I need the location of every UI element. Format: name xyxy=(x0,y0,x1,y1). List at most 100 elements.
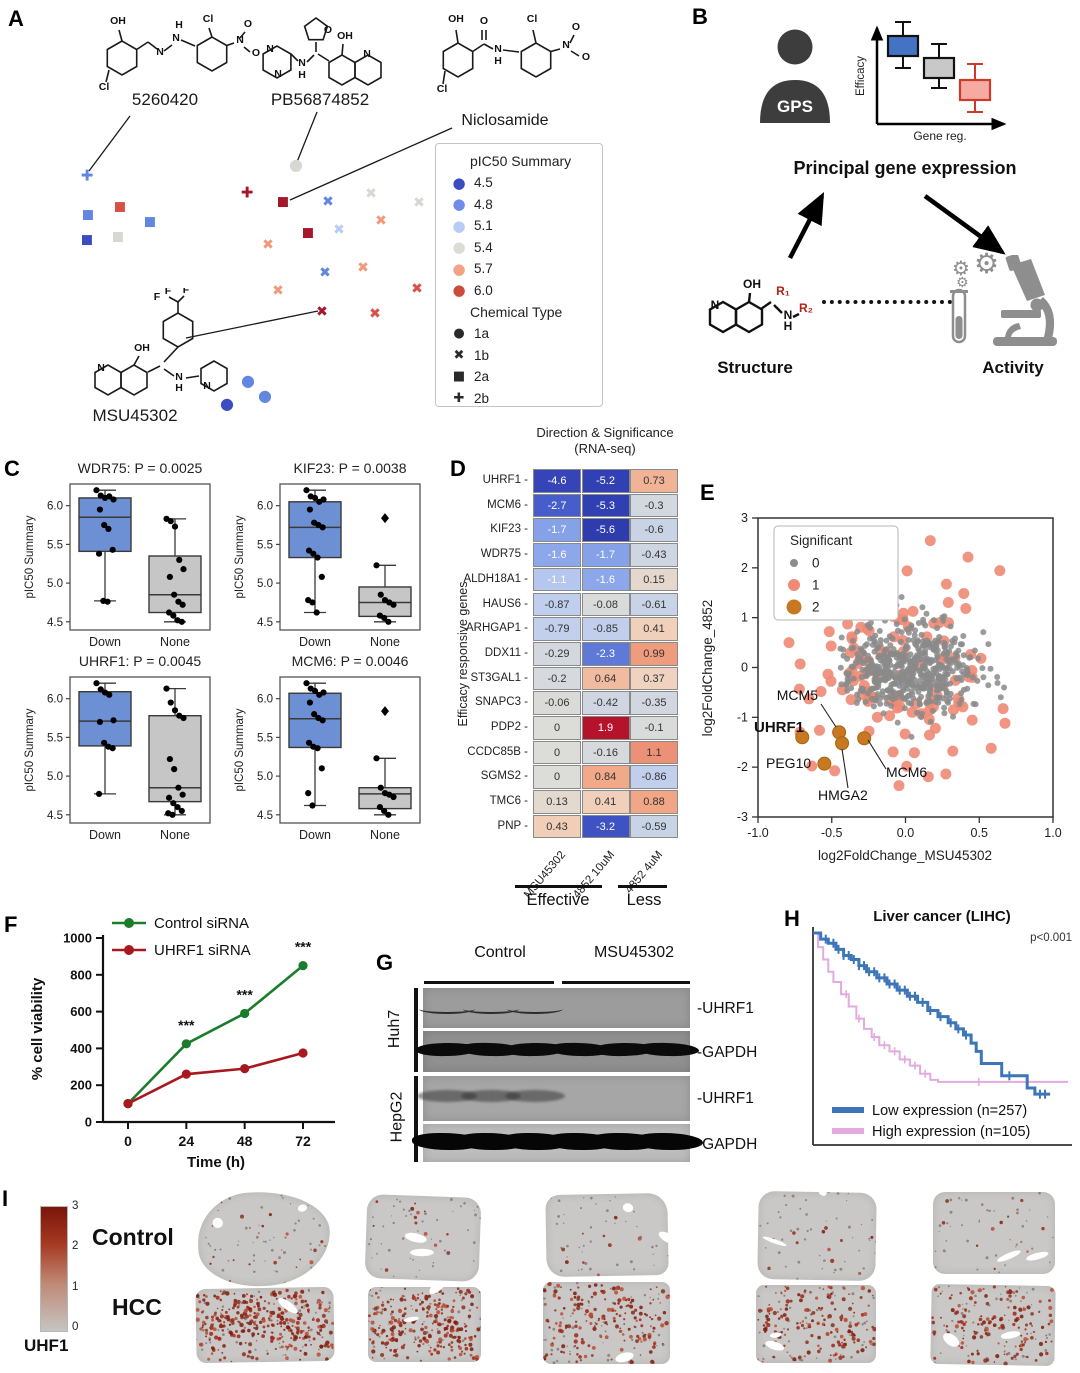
color-dot-icon: ● xyxy=(452,216,466,235)
svg-text:O: O xyxy=(480,15,488,27)
structure-activity-link xyxy=(822,300,952,304)
boxplot-kif23: 6.0 5.5 5.0 4.5 KIF23: P = 0.0038 pIC50 Summa… xyxy=(234,460,421,649)
svg-text:N: N xyxy=(266,43,274,55)
pointer-lines xyxy=(88,111,453,339)
svg-text:UHRF1 siRNA: UHRF1 siRNA xyxy=(154,942,251,959)
svg-text:N: N xyxy=(175,371,183,383)
svg-text:5.5: 5.5 xyxy=(257,539,273,551)
svg-text:0: 0 xyxy=(741,660,748,674)
legend-item: ● 4.8 xyxy=(444,194,594,216)
huh7-label: Huh7 xyxy=(386,1009,404,1049)
hepg2-bracket xyxy=(414,1076,418,1162)
blot-band xyxy=(419,1004,475,1014)
structure-name-pb56874852: PB56874852 xyxy=(270,90,370,109)
scatter-marker-x: ✖ xyxy=(365,186,377,202)
svg-text:Cl: Cl xyxy=(203,13,214,25)
svg-text:5.0: 5.0 xyxy=(47,578,63,590)
structure-label: Structure xyxy=(717,358,793,377)
structure-name-msu45302: MSU45302 xyxy=(92,406,178,425)
svg-text:4.5: 4.5 xyxy=(47,810,63,822)
svg-text:4.5: 4.5 xyxy=(257,617,273,629)
heatmap-cell: -0.87 xyxy=(533,592,581,617)
activity-label: Activity xyxy=(982,358,1044,377)
heatmap-cell: -0.2 xyxy=(533,666,581,691)
panel-h-survival-svg: Liver cancer (LIHC) p<0.001 Low expression… xyxy=(812,908,1072,1146)
svg-text:5.0: 5.0 xyxy=(47,771,63,783)
legend-item: ✖ 1b xyxy=(444,345,594,367)
heatmap-cell: -4.6 xyxy=(533,469,581,493)
legend-item: ● 6.0 xyxy=(444,280,594,302)
svg-text:2: 2 xyxy=(812,600,820,615)
svg-text:MCM6: MCM6 xyxy=(886,764,927,780)
svg-text:H: H xyxy=(494,55,502,67)
svg-text:N: N xyxy=(156,46,164,58)
heatmap-cell: -1.7 xyxy=(533,518,581,543)
heatmap-cell: -0.86 xyxy=(630,765,678,790)
heatmap-cell: 0.37 xyxy=(630,666,678,691)
hepg2-gapdh-label: -GAPDH xyxy=(697,1136,758,1153)
scatter-marker-x: ✖ xyxy=(262,237,274,253)
svg-text:pIC50 Summary: pIC50 Summary xyxy=(24,515,36,598)
svg-text:1: 1 xyxy=(812,578,820,593)
color-dot-icon: ● xyxy=(452,195,466,214)
colorbar-tick-3: 3 xyxy=(72,1200,79,1212)
svg-text:N: N xyxy=(562,39,570,51)
legend-item: ● 5.1 xyxy=(444,215,594,237)
msu45302-underline xyxy=(562,981,690,984)
svg-text:HMGA2: HMGA2 xyxy=(818,787,868,803)
heatmap-cell: -0.06 xyxy=(533,691,581,715)
svg-text:H: H xyxy=(175,382,183,394)
scatter-marker-x: ✖ xyxy=(316,304,328,320)
heatmap-cell: -0.6 xyxy=(630,518,678,543)
heatmap-cell: -3.2 xyxy=(581,814,630,839)
heatmap-cell: -1.7 xyxy=(581,543,630,567)
scatter-marker-x: ✖ xyxy=(357,260,369,276)
panel-d-label: D xyxy=(450,456,466,481)
heatmap-cell: -0.42 xyxy=(581,691,630,715)
panel-a-legend: pIC50 Summary ● 4.5 ● 4.8 ● 5.1 ● 5.4 ● 5.7 ● 6.0 Che… xyxy=(435,143,603,407)
svg-text:N: N xyxy=(274,68,282,80)
huh7-gapdh-label: -GAPDH xyxy=(697,1044,758,1061)
svg-text:5.5: 5.5 xyxy=(47,732,63,744)
svg-text:5.5: 5.5 xyxy=(47,539,63,551)
svg-text:Significant: Significant xyxy=(790,533,853,548)
color-dot-icon: ● xyxy=(452,238,466,257)
blot-strip xyxy=(419,988,690,1028)
shape-icon: ✚ xyxy=(453,390,465,406)
blot-band xyxy=(505,1090,565,1102)
tissue-section xyxy=(933,1192,1055,1274)
colorbar-tick-2: 2 xyxy=(72,1240,79,1252)
heatmap-title-line2: (RNA-seq) xyxy=(574,441,636,457)
svg-text:5.0: 5.0 xyxy=(257,771,273,783)
efficacy-vs-genereg-plot: Efficacy Gene reg. xyxy=(855,21,1007,143)
blot-strip xyxy=(415,1031,700,1072)
svg-text:-1: -1 xyxy=(737,710,748,724)
svg-text:Efficacy: Efficacy xyxy=(855,56,867,96)
heatmap-cell: -0.79 xyxy=(533,617,581,641)
svg-text:p<0.001: p<0.001 xyxy=(1030,932,1072,944)
scatter-marker-square: ■ xyxy=(111,229,125,245)
panel-c-label: C xyxy=(4,456,20,481)
structure-name-5260420: 5260420 xyxy=(131,90,199,109)
tissue-section xyxy=(756,1285,876,1363)
scatter-marker-x: ✖ xyxy=(272,283,284,299)
svg-text:***: *** xyxy=(295,939,312,955)
gene-label: UHRF1 - xyxy=(482,474,528,486)
tissue-section xyxy=(195,1286,335,1364)
svg-text:F: F xyxy=(154,291,161,303)
structure-name-niclosamide: Niclosamide xyxy=(461,112,549,129)
scatter-marker-x: ✖ xyxy=(411,281,423,297)
colorbar-tick-0: 0 xyxy=(72,1321,79,1333)
heatmap-cell: 1.1 xyxy=(630,740,678,765)
heatmap-cell: -2.7 xyxy=(533,493,581,518)
svg-text:800: 800 xyxy=(70,967,92,982)
scatter-marker-plus: ✚ xyxy=(80,166,94,185)
scatter-marker-x: ✖ xyxy=(322,194,334,210)
legend-item: ● 4.5 xyxy=(444,172,594,194)
svg-text:5.0: 5.0 xyxy=(257,578,273,590)
blot-strip xyxy=(417,1076,690,1121)
svg-text:OH: OH xyxy=(448,13,464,25)
svg-text:UHRF1: UHRF1 xyxy=(754,719,804,736)
heatmap-title: Direction & Significance (RNA-seq) xyxy=(510,425,700,458)
